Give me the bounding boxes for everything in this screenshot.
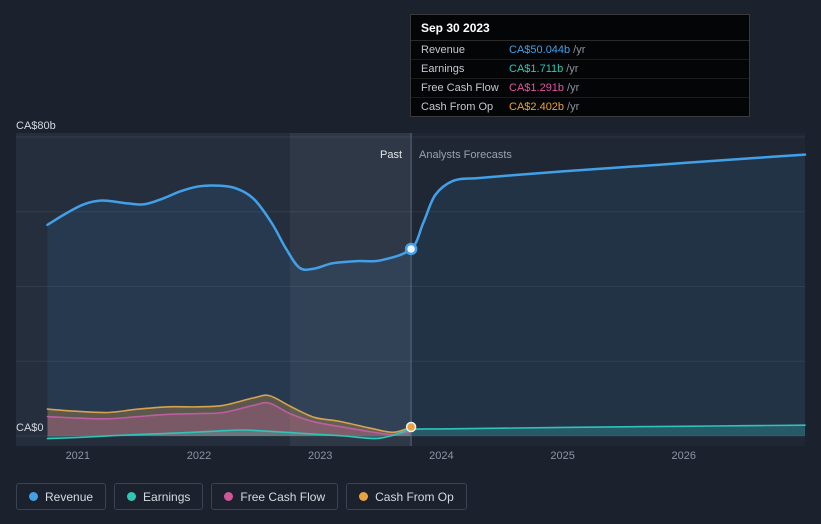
free-cash-flow-line	[46, 401, 412, 436]
y-axis-label-top: CA$80b	[16, 120, 56, 132]
legend-label: Free Cash Flow	[240, 489, 326, 504]
tooltip-row-label: Cash From Op	[421, 101, 494, 113]
tooltip-row-unit: /yr	[573, 44, 586, 56]
tooltip-row-earnings: Earnings CA$1.711b/yr	[411, 60, 749, 79]
highlight-band	[289, 133, 412, 446]
legend-button-free-cash-flow[interactable]: Free Cash Flow	[211, 483, 339, 510]
legend-button-revenue[interactable]: Revenue	[16, 483, 107, 510]
tooltip-row-value: CA$50.044b	[509, 44, 571, 56]
tooltip-row-value: CA$1.711b	[509, 63, 564, 75]
tooltip-row-value: CA$2.402b	[509, 101, 565, 113]
free-cash-flow-area	[47, 402, 412, 436]
legend: Revenue Earnings Free Cash Flow Cash From O…	[16, 483, 467, 510]
cash-from-op-marker	[405, 421, 417, 433]
tooltip-row-unit: /yr	[567, 101, 580, 113]
legend-button-cash-from-op[interactable]: Cash From Op	[346, 483, 467, 510]
legend-button-earnings[interactable]: Earnings	[114, 483, 204, 510]
x-tick-label: 2024	[429, 450, 453, 462]
forecast-region	[411, 133, 805, 446]
legend-label: Earnings	[143, 489, 191, 504]
tooltip-row-cash-from-op: Cash From Op CA$2.402b/yr	[411, 98, 749, 116]
cash-from-op-area	[47, 395, 412, 436]
revenue-marker	[404, 242, 418, 256]
cash-from-op-line	[46, 394, 412, 434]
legend-label: Revenue	[45, 489, 94, 504]
legend-color-dot	[29, 492, 38, 501]
tooltip-row-label: Earnings	[421, 63, 465, 75]
tooltip-row-unit: /yr	[566, 63, 579, 75]
tooltip-row-label: Free Cash Flow	[421, 82, 499, 94]
tooltip-row-unit: /yr	[567, 82, 580, 94]
forecast-label: Analysts Forecasts	[419, 149, 512, 161]
earnings-area	[47, 425, 805, 439]
earnings-line	[46, 424, 806, 440]
data-tooltip: Sep 30 2023 Revenue CA$50.044b/yr Earnings…	[410, 14, 750, 117]
tooltip-row-label: Revenue	[421, 44, 466, 56]
y-axis-label-bottom: CA$0	[16, 422, 44, 434]
tooltip-row-revenue: Revenue CA$50.044b/yr	[411, 41, 749, 60]
tooltip-row-value: CA$1.291b	[509, 82, 565, 94]
chart-canvas[interactable]: 2021 2022 2023 2024 2025 2026	[0, 0, 821, 470]
legend-color-dot	[127, 492, 137, 501]
tooltip-row-free-cash-flow: Free Cash Flow CA$1.291b/yr	[411, 79, 749, 98]
revenue-line	[46, 153, 807, 271]
legend-label: Cash From Op	[375, 489, 454, 504]
past-label: Past	[379, 149, 402, 161]
tooltip-date: Sep 30 2023	[411, 15, 749, 41]
x-tick-label: 2022	[187, 450, 211, 462]
tooltip-rows: Revenue CA$50.044b/yr Earnings CA$1.711b/yr…	[411, 41, 749, 116]
x-tick-label: 2025	[550, 450, 574, 462]
x-tick-label: 2023	[308, 450, 332, 462]
legend-color-dot	[359, 492, 369, 501]
x-tick-label: 2026	[672, 450, 696, 462]
x-tick-label: 2021	[66, 450, 90, 462]
revenue-area	[47, 154, 805, 436]
legend-color-dot	[224, 492, 234, 501]
